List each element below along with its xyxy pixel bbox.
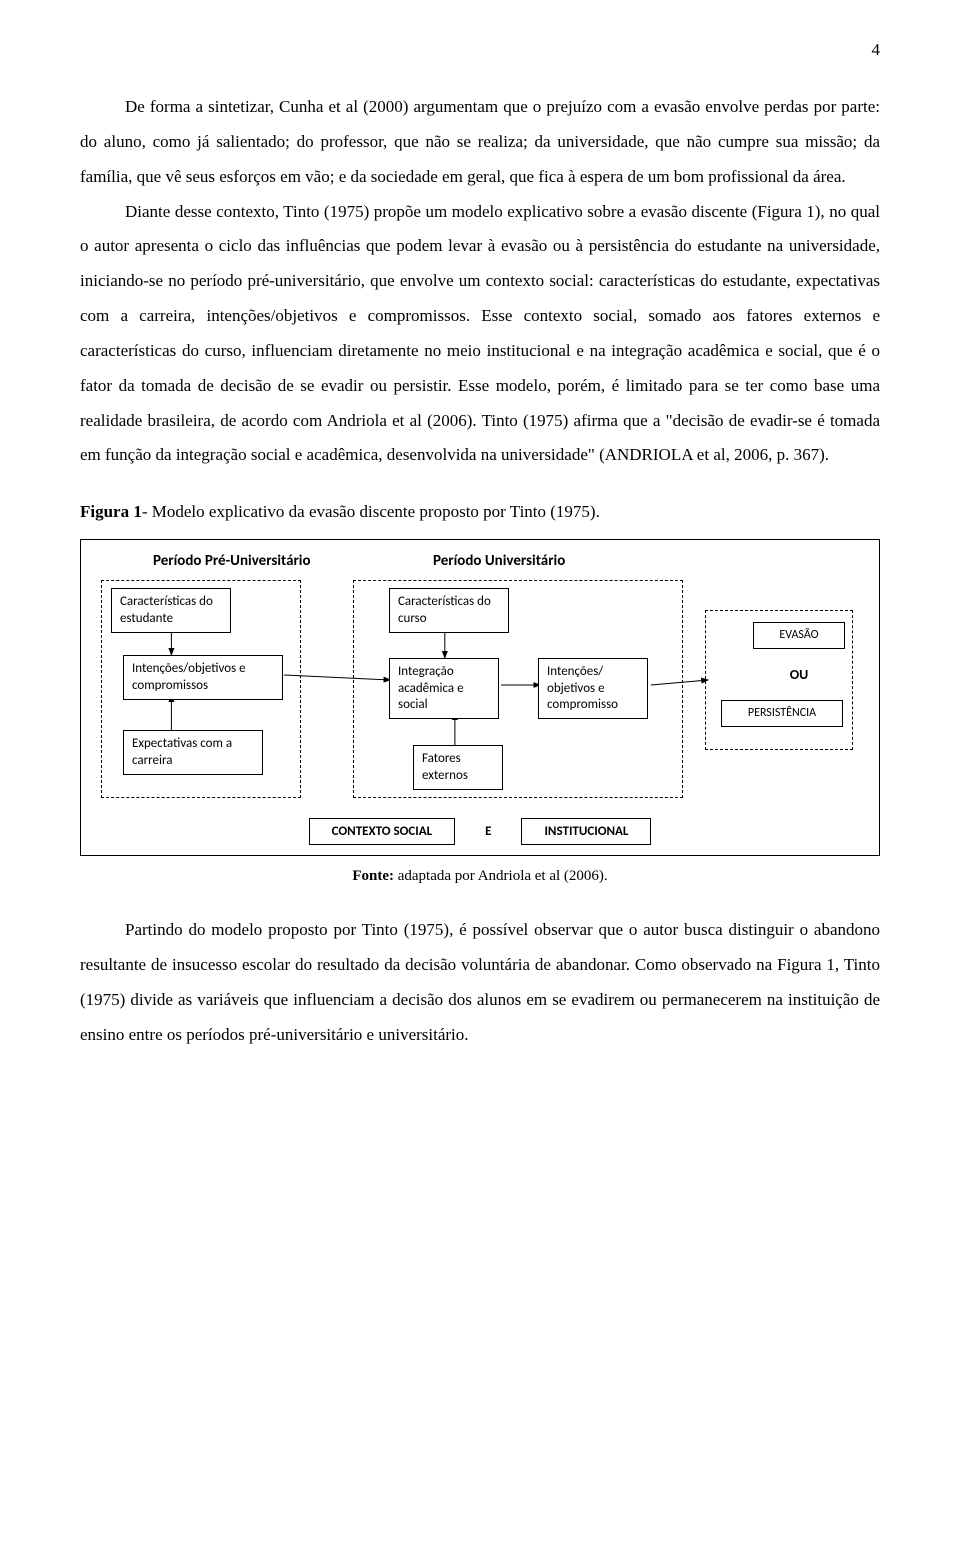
node-caracteristicas-estudante: Características do estudante — [111, 588, 231, 633]
diagram-area: Características do estudante Intenções/o… — [93, 580, 867, 810]
fonte-text: adaptada por Andriola et al (2006). — [394, 868, 608, 884]
figure-source: Fonte: adaptada por Andriola et al (2006… — [80, 868, 880, 885]
figure-title: Figura 1- Modelo explicativo da evasão d… — [80, 495, 880, 529]
figure-headers: Período Pré-Universitário Período Univer… — [93, 552, 867, 570]
paragraph-2: Diante desse contexto, Tinto (1975) prop… — [80, 195, 880, 474]
label-ou: OU — [753, 666, 845, 688]
node-persistencia: PERSISTÊNCIA — [721, 700, 843, 727]
node-caracteristicas-curso: Características do curso — [389, 588, 509, 633]
bottom-conj: E — [485, 824, 491, 839]
bottom-institucional: INSTITUCIONAL — [521, 818, 651, 845]
page-number: 4 — [80, 40, 880, 60]
bottom-contexto-social: CONTEXTO SOCIAL — [309, 818, 456, 845]
header-pre-universitario: Período Pré-Universitário — [153, 552, 403, 570]
node-intencoes-2: Intenções/ objetivos e compromisso — [538, 658, 648, 719]
node-evasao: EVASÃO — [753, 622, 845, 649]
paragraph-3: Partindo do modelo proposto por Tinto (1… — [80, 913, 880, 1052]
node-intencoes-compromissos: Intenções/objetivos e compromissos — [123, 655, 283, 700]
node-integracao: Integração acadêmica e social — [389, 658, 499, 719]
fonte-label: Fonte: — [352, 868, 394, 884]
figure-container: Período Pré-Universitário Período Univer… — [80, 539, 880, 856]
figure-label: Figura 1 — [80, 502, 142, 521]
figure-caption-text: - Modelo explicativo da evasão discente … — [142, 502, 600, 521]
header-universitario: Período Universitário — [403, 552, 643, 570]
node-fatores-externos: Fatores externos — [413, 745, 503, 790]
paragraph-1: De forma a sintetizar, Cunha et al (2000… — [80, 90, 880, 195]
node-expectativas-carreira: Expectativas com a carreira — [123, 730, 263, 775]
diagram-bottom-bar: CONTEXTO SOCIAL E INSTITUCIONAL — [93, 818, 867, 845]
